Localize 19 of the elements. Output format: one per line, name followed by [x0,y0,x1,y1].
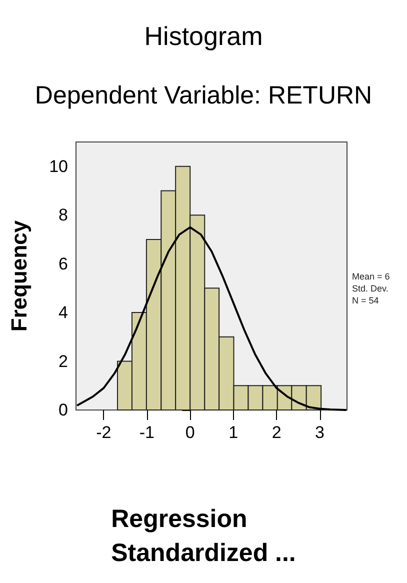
x-tick-label: 3 [315,423,325,442]
y-tick-label: 10 [49,156,68,176]
text: N = 54 [352,296,379,306]
y-tick-label: 0 [58,400,68,420]
chart-subtitle: Dependent Variable: RETURN [34,82,372,110]
chart-title: Histogram [144,21,263,51]
y-axis-title: Frequency [6,220,32,332]
y-tick-label: 2 [58,352,68,371]
y-tick-label: 8 [58,206,68,225]
x-tick-label: -1 [139,423,154,442]
y-tick-label: 4 [58,303,68,322]
x-tick-label: -2 [96,423,112,442]
text: Std. Dev. [352,284,388,294]
x-tick-label: 1 [228,423,238,442]
x-axis-title: Regression Standardized ... [111,505,296,567]
text: Mean = 6 [352,272,390,282]
x-tick-label: 2 [272,423,282,442]
y-tick-label: 6 [58,254,68,274]
x-tick-label: 0 [185,423,195,442]
